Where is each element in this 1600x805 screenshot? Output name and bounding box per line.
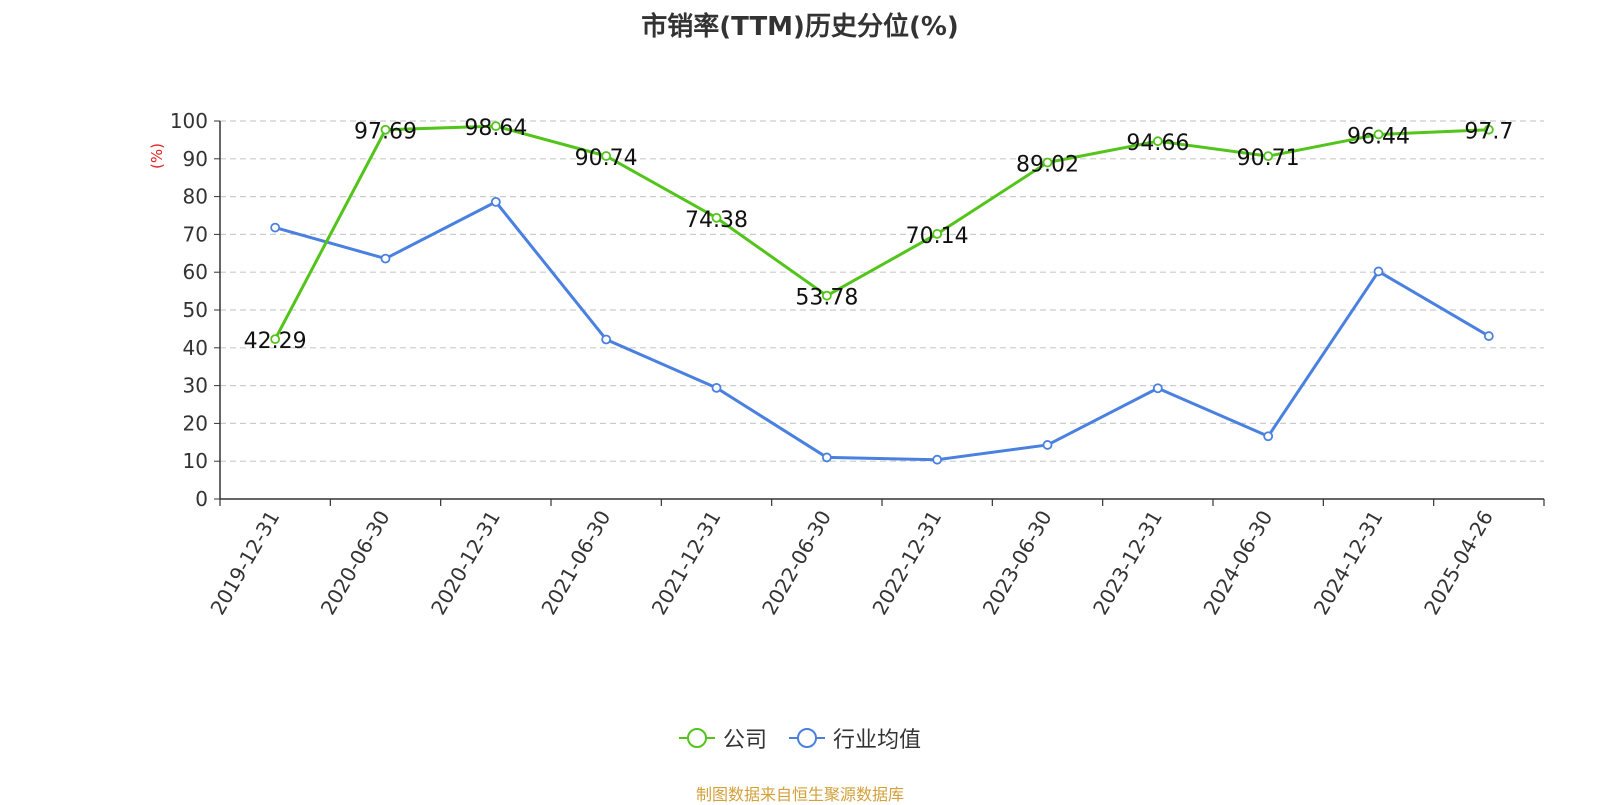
data-point-company [380,124,391,135]
data-point-company [490,121,501,132]
series-lines [270,121,1494,465]
y-tick-label: 40 [183,336,208,360]
data-point-company [1152,136,1163,147]
data-point-industry-average [1042,440,1053,450]
x-tick-label: 2021-12-31 [647,506,726,619]
data-point-company [932,228,943,239]
x-tick-label: 2022-12-31 [867,506,946,619]
x-tick-label: 2020-06-30 [316,506,395,619]
x-tick-label: 2019-12-31 [205,506,284,619]
data-label: 96.44 [1347,124,1410,149]
data-point-company [1483,124,1494,135]
legend-marker-company-icon [678,728,715,748]
legend-label-company: 公司 [722,728,767,753]
y-tick-label: 60 [183,260,208,284]
data-point-industry-average [490,196,501,207]
data-point-industry-average [1483,331,1494,341]
data-point-company [1263,151,1274,162]
x-tick-label: 2022-06-30 [757,506,836,619]
data-label: 70.14 [906,224,969,249]
x-tick-label: 2023-12-31 [1088,506,1167,619]
data-point-industry-average [380,253,391,264]
y-tick-label: 90 [183,147,208,171]
legend-item-company[interactable]: 公司 [678,722,767,754]
data-labels: 42.29 97.69 98.64 90.74 74.38 53.78 70.14 89.02… [244,116,1514,354]
data-label: 90.71 [1237,146,1300,171]
data-label: 97.69 [354,120,417,145]
source-note: 制图数据来自恒生聚源数据库 [695,785,904,804]
y-axis-label: (%) [148,143,166,169]
data-label: 90.74 [575,146,638,171]
data-point-industry-average [1373,266,1384,277]
y-tick-label: 70 [183,222,208,246]
legend-marker-industry-icon [789,728,825,748]
data-label: 74.38 [685,208,748,233]
x-tick-label: 2024-06-30 [1198,506,1277,619]
legend-item-industry-average[interactable]: 行业均值 [789,722,921,754]
x-tick-label: 2020-12-31 [426,506,505,619]
x-tick-label: 2024-12-31 [1309,506,1388,619]
data-point-company [1042,157,1053,168]
data-label: 98.64 [464,116,527,141]
x-tick-label: 2025-04-26 [1419,506,1498,619]
data-point-industry-average [270,222,281,233]
y-tick-label: 100 [170,109,208,133]
y-tick-label: 10 [183,449,208,473]
data-label: 53.78 [795,286,858,311]
data-point-industry-average [711,382,722,393]
y-tick-label: 80 [183,185,208,209]
y-tick-label: 20 [183,411,208,435]
data-point-industry-average [821,452,832,463]
y-tick-label: 0 [195,487,208,511]
data-label: 89.02 [1016,153,1079,178]
legend: 公司 行业均值 [0,722,1600,754]
series-line-company [273,124,1489,340]
data-point-company [711,212,722,223]
grid-lines [220,120,1544,462]
legend-label-industry-average: 行业均值 [833,728,922,753]
data-point-industry-average [1263,431,1274,442]
data-point-industry-average [1152,383,1163,394]
data-point-industry-average [601,334,612,345]
data-label: 97.7 [1464,120,1513,145]
x-tick-label: 2021-06-30 [536,506,615,619]
data-point-company [821,290,832,301]
data-label: 42.29 [244,329,307,354]
y-tick-label: 50 [183,298,208,322]
data-label: 94.66 [1126,131,1189,156]
y-tick-label: 30 [183,374,208,398]
series-line-industry-average [274,200,1490,462]
data-point-company [270,334,281,345]
data-point-company [601,151,612,161]
data-point-industry-average [932,454,943,465]
data-point-company [1373,129,1384,140]
x-tick-label: 2023-06-30 [978,506,1057,619]
chart-title: 市销率(TTM)历史分位(%) [641,12,959,42]
